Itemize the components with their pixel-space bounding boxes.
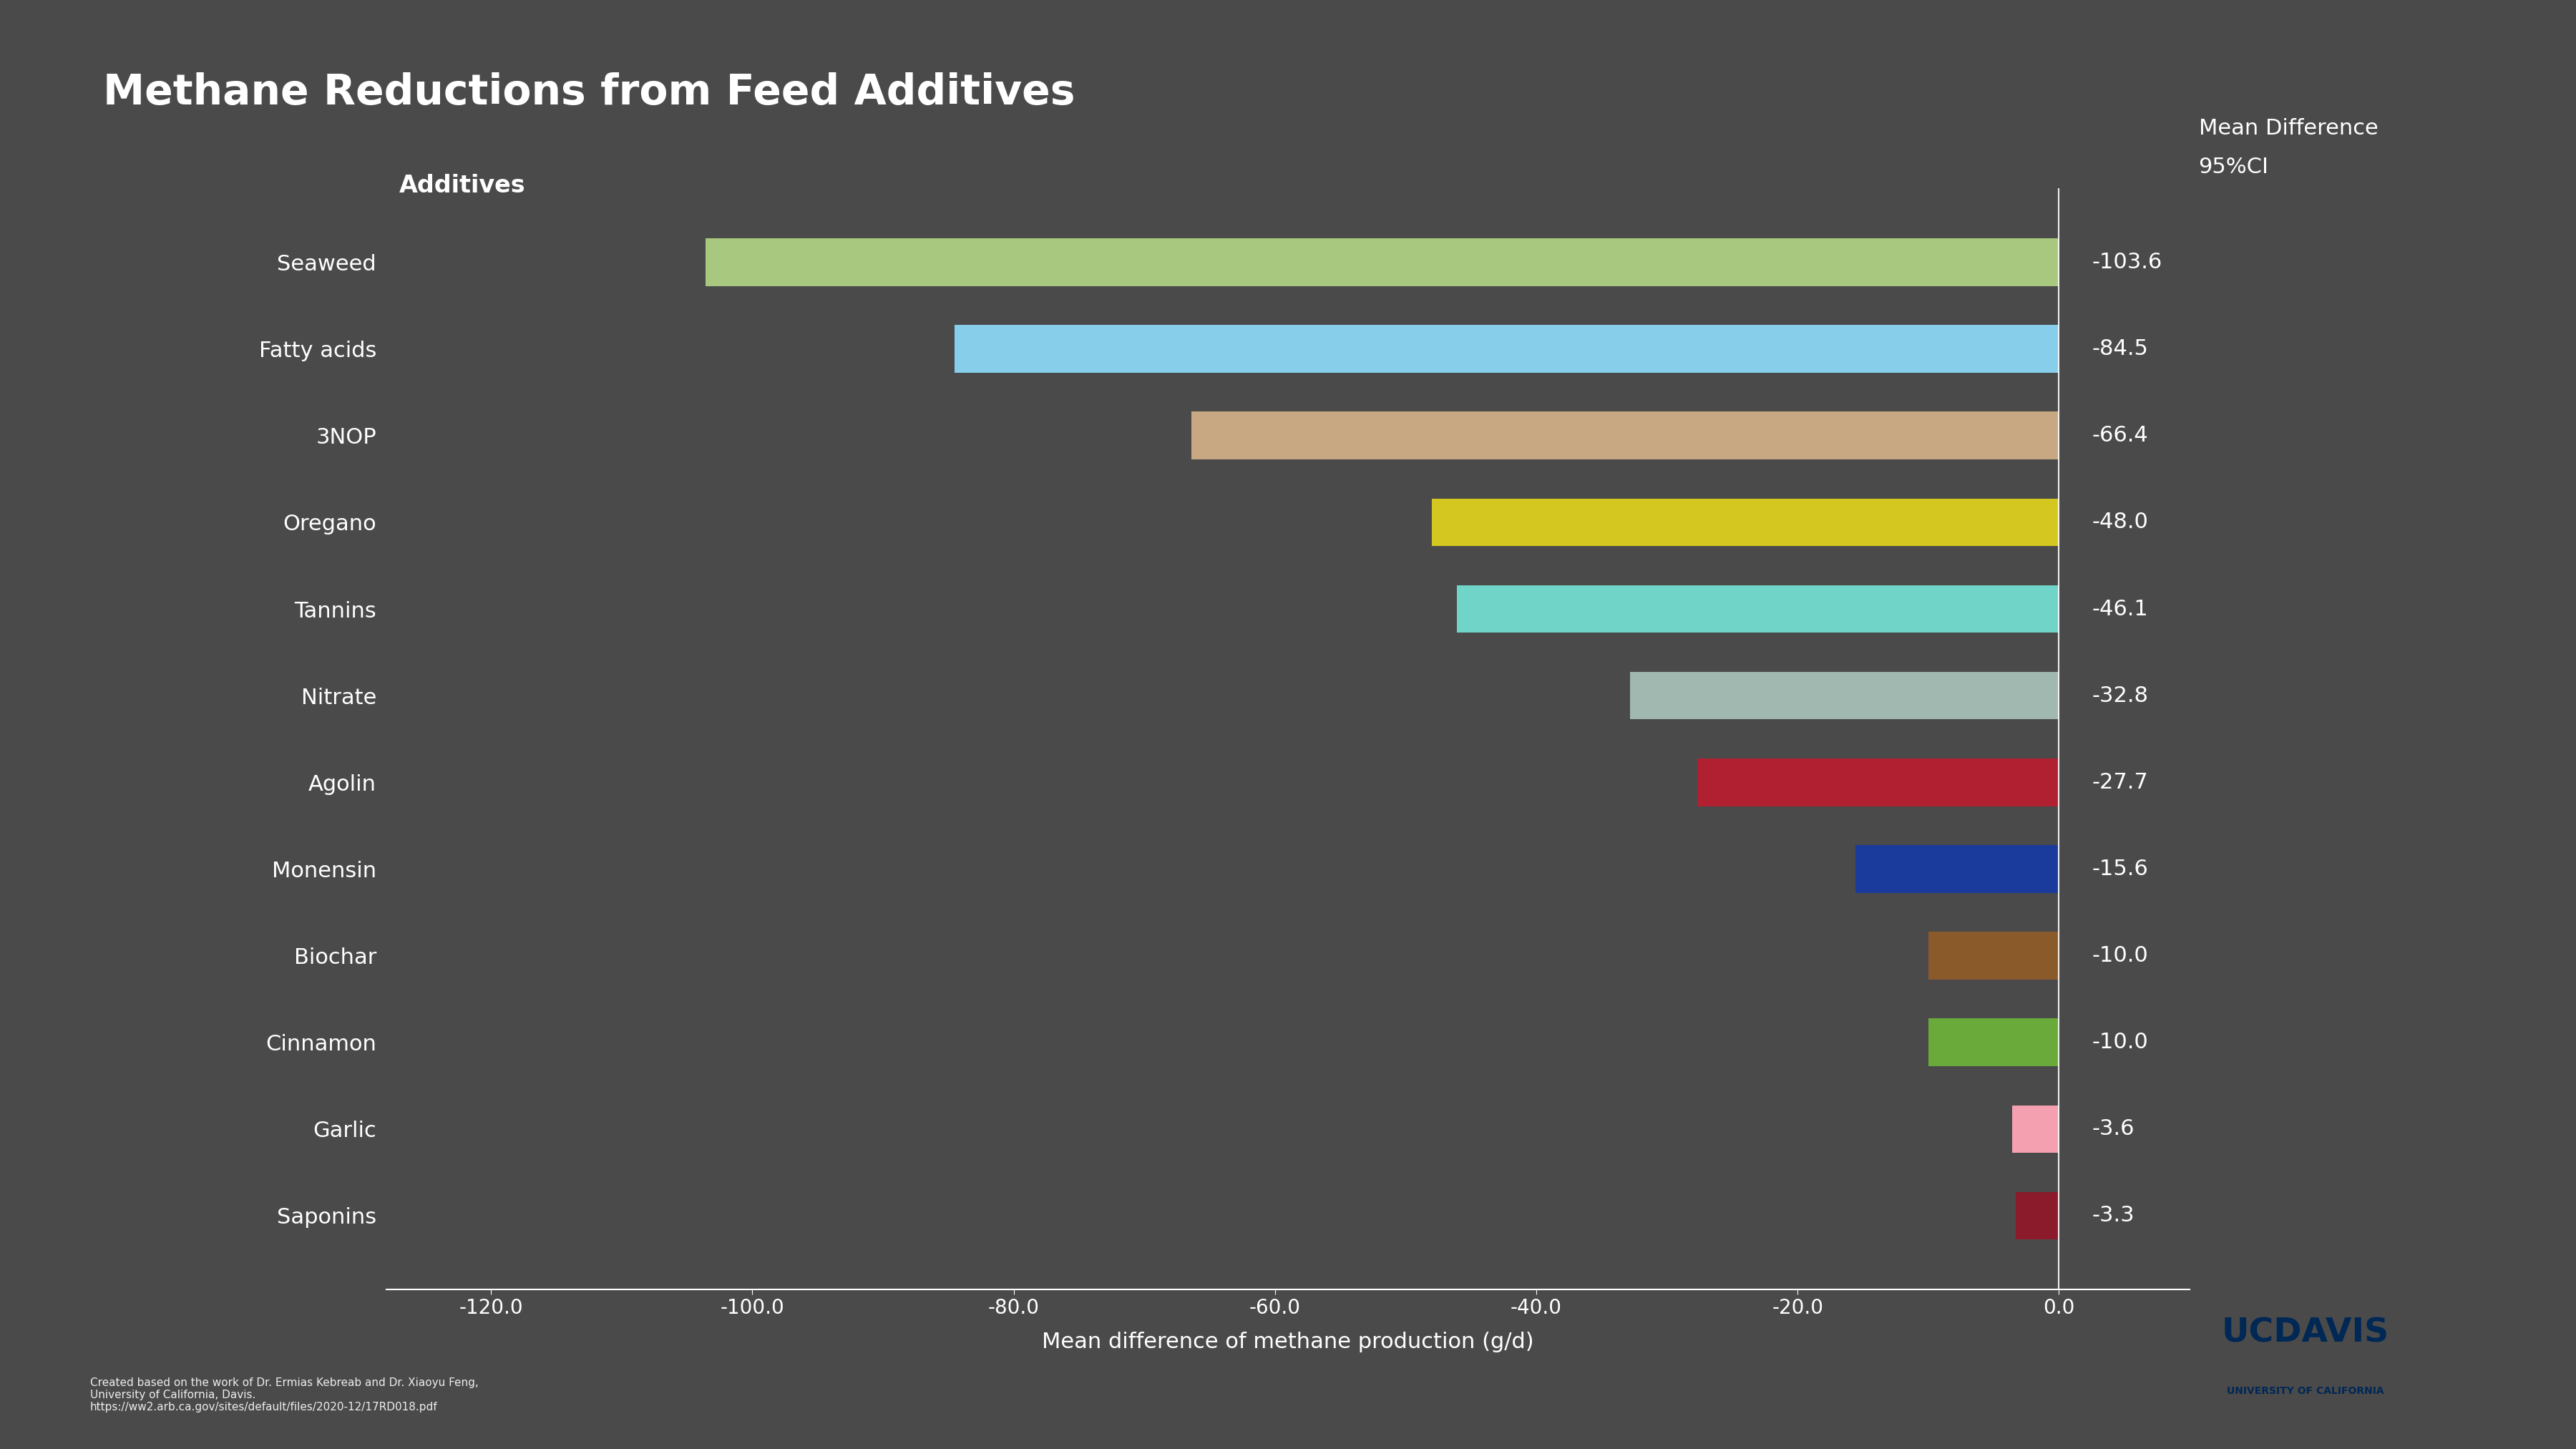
Text: Mean Difference: Mean Difference xyxy=(2197,117,2378,139)
Text: -46.1: -46.1 xyxy=(2092,598,2148,619)
Bar xyxy=(2017,1193,2058,1239)
Text: 95%CI: 95%CI xyxy=(2197,156,2269,177)
Text: UNIVERSITY OF CALIFORNIA: UNIVERSITY OF CALIFORNIA xyxy=(2226,1387,2385,1395)
Bar xyxy=(1929,1019,2058,1066)
Bar xyxy=(956,325,2058,372)
Text: -66.4: -66.4 xyxy=(2092,425,2148,446)
Text: -103.6: -103.6 xyxy=(2092,252,2161,272)
Text: -27.7: -27.7 xyxy=(2092,772,2148,793)
Bar xyxy=(1631,672,2058,720)
Text: Additives: Additives xyxy=(399,174,526,197)
Text: Methane Reductions from Feed Additives: Methane Reductions from Feed Additives xyxy=(103,72,1074,113)
Text: -3.6: -3.6 xyxy=(2092,1119,2133,1139)
Bar xyxy=(1432,498,2058,546)
Text: -48.0: -48.0 xyxy=(2092,511,2148,533)
Text: -84.5: -84.5 xyxy=(2092,339,2148,359)
Bar xyxy=(2012,1106,2058,1153)
Text: -15.6: -15.6 xyxy=(2092,859,2148,880)
Text: -10.0: -10.0 xyxy=(2092,1032,2148,1053)
Bar xyxy=(1855,845,2058,893)
X-axis label: Mean difference of methane production (g/d): Mean difference of methane production (g… xyxy=(1041,1332,1535,1353)
Text: -3.3: -3.3 xyxy=(2092,1206,2136,1226)
Bar xyxy=(706,239,2058,285)
Bar xyxy=(1929,932,2058,980)
Bar xyxy=(1455,585,2058,633)
Bar xyxy=(1698,758,2058,806)
Bar xyxy=(1190,412,2058,459)
Text: UCDAVIS: UCDAVIS xyxy=(2221,1317,2391,1349)
Text: -32.8: -32.8 xyxy=(2092,685,2148,706)
Text: Created based on the work of Dr. Ermias Kebreab and Dr. Xiaoyu Feng,
University : Created based on the work of Dr. Ermias … xyxy=(90,1377,479,1413)
Text: -10.0: -10.0 xyxy=(2092,945,2148,966)
